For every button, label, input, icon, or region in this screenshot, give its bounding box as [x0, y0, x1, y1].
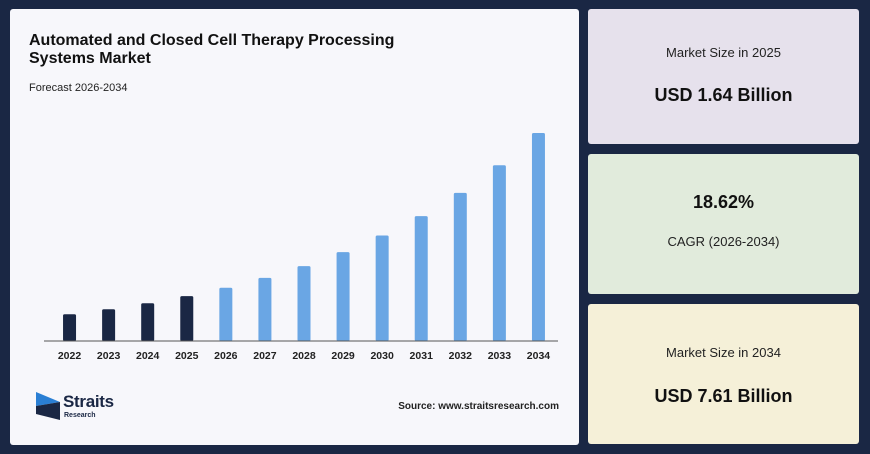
bar-2028 — [297, 266, 311, 341]
market-size-2034-card: Market Size in 2034 USD 7.61 Billion — [588, 304, 859, 444]
x-tick-label-2028: 2028 — [292, 350, 316, 362]
card-label: Market Size in 2034 — [666, 345, 781, 360]
x-tick-label-2023: 2023 — [97, 350, 121, 362]
x-tick-label-2030: 2030 — [370, 350, 394, 362]
logo-wordmark: Straits — [63, 392, 114, 411]
card-label: CAGR (2026-2034) — [667, 234, 780, 249]
bar-2022 — [63, 314, 77, 341]
bar-2025 — [180, 296, 194, 341]
source-note: Source: www.straitsresearch.com — [398, 401, 559, 412]
card-value: USD 7.61 Billion — [654, 386, 793, 406]
bar-2030 — [375, 235, 389, 341]
bars-group — [63, 133, 545, 341]
market-size-2025-card: Market Size in 2025 USD 1.64 Billion — [588, 9, 859, 144]
bar-2032 — [453, 192, 467, 341]
x-tick-label-2029: 2029 — [331, 350, 355, 362]
chart-title: Automated and Closed Cell Therapy Proces… — [29, 32, 395, 67]
logo-mark-icon — [36, 392, 60, 420]
bar-2029 — [336, 252, 350, 341]
bar-2027 — [258, 277, 272, 341]
chart-panel: Automated and Closed Cell Therapy Proces… — [10, 9, 579, 445]
chart-subtitle: Forecast 2026-2034 — [29, 82, 128, 94]
x-tick-labels: 2022 2023 2024 2025 2026 2027 2028 2029 2030 2031… — [58, 350, 550, 362]
x-tick-label-2034: 2034 — [527, 350, 551, 362]
cagr-card: 18.62% CAGR (2026-2034) — [588, 154, 859, 294]
bar-2023 — [102, 309, 116, 341]
bar-chart: 2022 2023 2024 2025 2026 2027 2028 2029 2030 2031… — [44, 133, 558, 362]
x-tick-label-2022: 2022 — [58, 350, 82, 362]
card-value: USD 1.64 Billion — [654, 85, 793, 105]
logo-subword: Research — [64, 412, 96, 419]
bar-2034 — [531, 133, 545, 341]
card-value: 18.62% — [692, 192, 755, 212]
bar-2026 — [219, 287, 233, 341]
x-tick-label-2032: 2032 — [449, 350, 473, 362]
x-tick-label-2027: 2027 — [253, 350, 277, 362]
straits-logo: Straits Research — [36, 392, 146, 428]
x-tick-label-2024: 2024 — [136, 350, 160, 362]
x-tick-label-2031: 2031 — [410, 350, 434, 362]
card-label: Market Size in 2025 — [666, 45, 781, 60]
x-tick-label-2026: 2026 — [214, 350, 238, 362]
x-tick-label-2025: 2025 — [175, 350, 199, 362]
x-tick-label-2033: 2033 — [488, 350, 512, 362]
bar-2024 — [141, 303, 155, 341]
bar-2031 — [414, 216, 428, 341]
bar-2033 — [492, 165, 506, 341]
